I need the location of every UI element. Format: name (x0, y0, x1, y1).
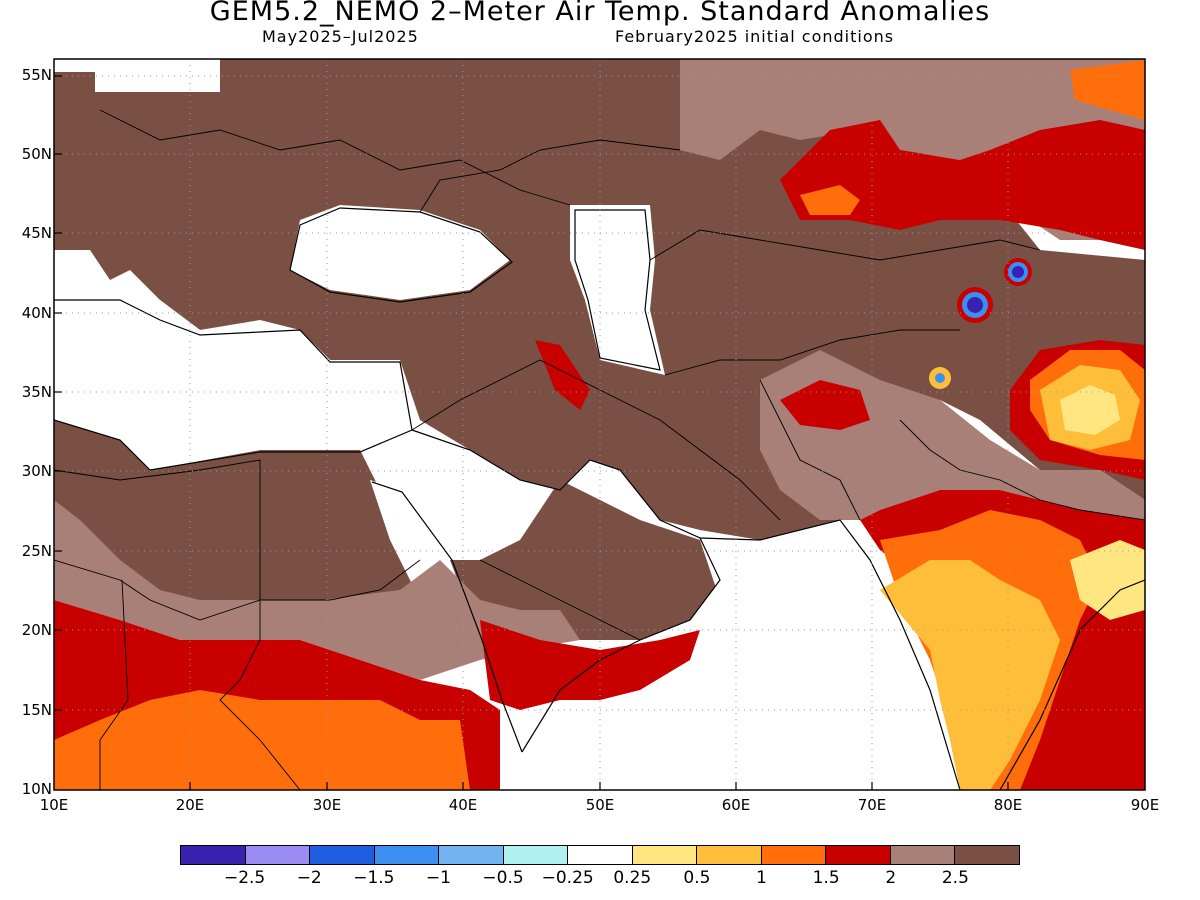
anomaly-region-orange-africa (54, 690, 470, 790)
colorbar-swatch (697, 846, 762, 864)
colorbar-tick-label: −2 (296, 868, 322, 888)
anomaly-region-light-brown-africa (54, 500, 580, 680)
lat-label: 10N (21, 780, 52, 798)
colorbar-swatch (245, 846, 311, 864)
colorbar-tick-label: 0.5 (683, 868, 711, 888)
lon-label: 50E (585, 796, 615, 814)
lat-label: 40N (21, 304, 52, 322)
forecast-period: May2025–Jul2025 (262, 27, 419, 46)
colorbar-tick-label: 2 (885, 868, 897, 888)
lat-label: 50N (21, 145, 52, 163)
anomaly-cold-spot-2-center (967, 297, 983, 313)
colorbar-tick-label: 2.5 (941, 868, 969, 888)
colorbar-tick-label: 1.5 (812, 868, 840, 888)
colorbar-swatch (632, 846, 698, 864)
anomaly-cold-spot-3-core (935, 373, 945, 383)
arabian-sea-area (600, 540, 960, 790)
lon-label: 20E (175, 796, 205, 814)
anomaly-region-yellow-tibet (1060, 385, 1120, 435)
colorbar-swatch (568, 846, 633, 864)
colorbar-swatch (181, 846, 246, 864)
colorbar-swatch (310, 846, 375, 864)
lon-label: 80E (993, 796, 1023, 814)
anomaly-region-light-orange-india (880, 560, 1060, 790)
colorbar (180, 845, 1020, 865)
mediterranean-area (54, 300, 410, 470)
colorbar-tick-label: 0.25 (613, 868, 652, 888)
colorbar-swatch (374, 846, 440, 864)
map-title: GEM5.2_NEMO 2–Meter Air Temp. Standard A… (209, 0, 991, 27)
anomaly-cold-spot-1-center (1012, 266, 1024, 278)
initial-conditions: February2025 initial conditions (615, 27, 895, 46)
lon-label: 30E (312, 796, 342, 814)
map-fields (54, 59, 1145, 790)
lat-label: 25N (21, 542, 52, 560)
lat-label: 45N (21, 224, 52, 242)
anomaly-region-dark-red-iran (780, 380, 870, 430)
colorbar-swatch (890, 846, 956, 864)
colorbar-swatch (761, 846, 827, 864)
caspian-area (570, 205, 665, 375)
colorbar-swatch (955, 846, 1019, 864)
colorbar-tick-label: −0.25 (541, 868, 594, 888)
anomaly-region-dark-red-arabia (480, 620, 700, 710)
lat-label: 55N (21, 66, 52, 84)
colorbar-swatch (503, 846, 569, 864)
colorbar-tick-label: −0.5 (482, 868, 524, 888)
colorbar-tick-label: −1.5 (353, 868, 395, 888)
lat-label: 15N (21, 701, 52, 719)
lat-label: 20N (21, 621, 52, 639)
colorbar-tick-label: −2.5 (223, 868, 266, 888)
colorbar-tick-label: −1 (425, 868, 451, 888)
anomaly-region-dark-red-east (780, 120, 1145, 250)
lat-label: 35N (21, 383, 52, 401)
anomaly-region-yellow-india (1070, 540, 1145, 620)
lon-label: 40E (448, 796, 478, 814)
anomaly-region-orange-north (1070, 60, 1145, 120)
lat-label: 30N (21, 462, 52, 480)
lon-label: 60E (721, 796, 751, 814)
black-sea-area (290, 205, 510, 300)
anomaly-region-orange-kazakh (800, 185, 860, 215)
axis-ticks (54, 75, 1009, 790)
lon-label: 10E (39, 796, 69, 814)
lon-label: 70E (857, 796, 887, 814)
colorbar-tick-label: 1 (756, 868, 767, 888)
colorbar-swatch (439, 846, 504, 864)
lon-label: 90E (1130, 796, 1160, 814)
colorbar-swatch (826, 846, 891, 864)
